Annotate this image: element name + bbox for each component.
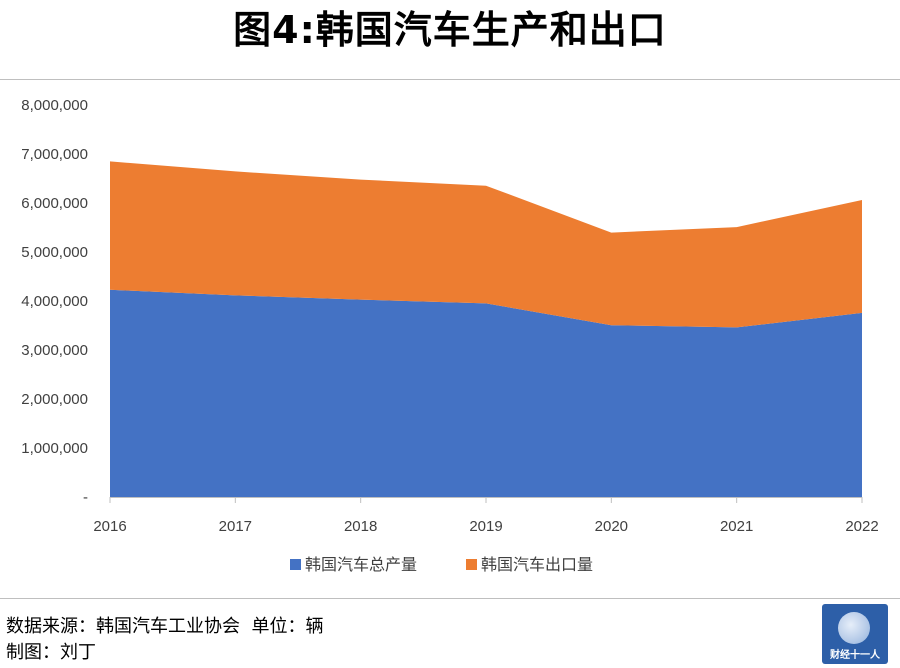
globe-icon — [838, 612, 870, 644]
source-note: 数据来源：韩国汽车工业协会 单位：辆 — [6, 616, 324, 637]
x-tick-label: 2016 — [93, 518, 126, 535]
y-tick-label: 4,000,000 — [21, 293, 88, 310]
footer-divider — [0, 598, 900, 599]
logo-brand-text: 财经十一人 — [830, 650, 880, 661]
series-area-2 — [110, 161, 862, 328]
x-tick-label: 2021 — [720, 518, 753, 535]
legend-label: 韩国汽车出口量 — [481, 555, 593, 574]
y-tick-label: 8,000,000 — [21, 97, 88, 114]
author-note: 制图：刘丁 — [6, 642, 96, 663]
title-divider — [0, 79, 900, 80]
legend-swatch — [290, 559, 301, 570]
y-tick-label: 2,000,000 — [21, 391, 88, 408]
legend-swatch — [466, 559, 477, 570]
stacked-area-chart: 2016 2017 2018 2019 2020 2021 2022 - 1,000,000 2,… — [21, 97, 878, 574]
x-tick-label: 2020 — [595, 518, 628, 535]
series-area-1 — [110, 289, 862, 497]
x-tick-label: 2017 — [219, 518, 252, 535]
y-tick-label: 3,000,000 — [21, 342, 88, 359]
y-tick-label: 7,000,000 — [21, 146, 88, 163]
footer: 数据来源：韩国汽车工业协会 单位：辆 制图：刘丁 — [6, 614, 323, 666]
x-tick-label: 2018 — [344, 518, 377, 535]
y-tick-label: 5,000,000 — [21, 244, 88, 261]
legend-label: 韩国汽车总产量 — [305, 555, 417, 574]
x-tick-label: 2019 — [469, 518, 502, 535]
y-tick-label: - — [83, 489, 88, 506]
publisher-logo: 财经十一人 — [822, 604, 888, 664]
y-tick-label: 6,000,000 — [21, 195, 88, 212]
y-tick-label: 1,000,000 — [21, 440, 88, 457]
chart-title: 图4:韩国汽车生产和出口 — [233, 8, 667, 52]
x-tick-label: 2022 — [845, 518, 878, 535]
